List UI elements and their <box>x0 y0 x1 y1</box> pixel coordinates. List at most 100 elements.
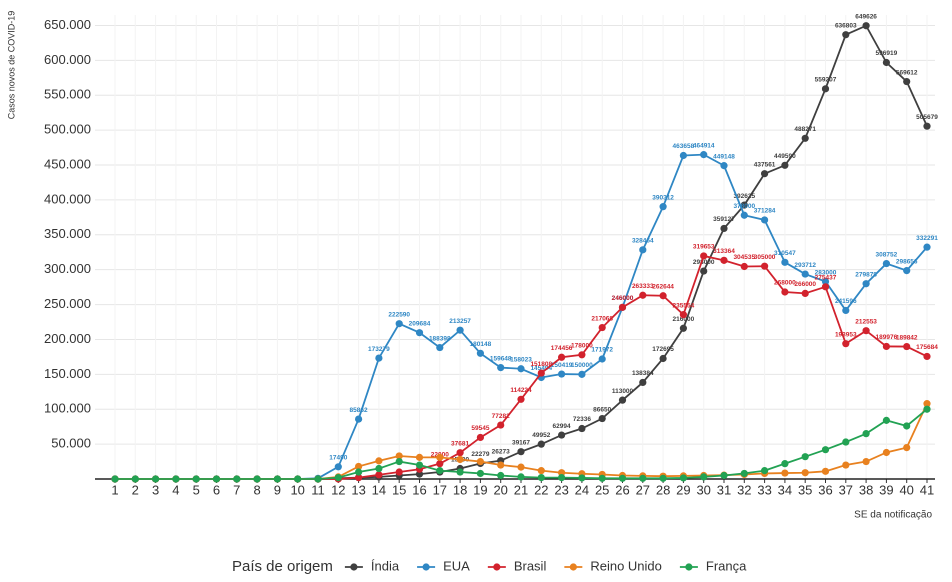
data-point <box>436 460 444 468</box>
data-label: 37681 <box>451 440 469 447</box>
data-point <box>700 267 708 275</box>
data-point <box>578 351 586 359</box>
data-point <box>821 446 830 454</box>
x-tick-label: 38 <box>859 482 873 497</box>
x-tick-label: 18 <box>453 482 467 497</box>
y-tick-label: 550.000 <box>44 87 91 102</box>
data-point <box>395 457 403 466</box>
data-label: 151808 <box>530 361 552 368</box>
data-point <box>639 378 647 387</box>
data-point <box>679 474 688 482</box>
data-point <box>923 405 931 413</box>
data-point <box>761 170 769 178</box>
data-point <box>598 323 606 332</box>
data-point <box>903 267 911 275</box>
data-label: 378000 <box>733 203 755 210</box>
data-label: 26273 <box>492 448 510 455</box>
data-point <box>740 201 748 209</box>
data-point <box>781 460 789 468</box>
data-point <box>903 77 911 86</box>
data-point <box>720 471 728 480</box>
legend-label: Reino Unido <box>590 558 662 573</box>
data-point <box>740 262 748 271</box>
data-point <box>821 283 830 291</box>
data-point <box>456 468 464 476</box>
y-axis-label: Casos novos de COVID-19 <box>6 11 16 120</box>
x-tick-label: 2 <box>132 482 139 497</box>
data-label: 212553 <box>855 318 877 325</box>
data-point <box>801 453 809 461</box>
y-tick-label: 50.000 <box>51 436 91 451</box>
data-label: 173279 <box>368 346 390 353</box>
data-point <box>842 461 850 469</box>
y-tick-label: 150.000 <box>44 366 91 381</box>
x-tick-label: 8 <box>253 482 260 497</box>
x-tick-label: 37 <box>839 482 853 497</box>
data-point <box>537 474 545 482</box>
data-point <box>781 288 789 296</box>
x-tick-label: 7 <box>233 482 240 497</box>
x-tick-label: 29 <box>676 482 690 497</box>
data-point <box>111 475 119 483</box>
data-point <box>131 475 139 483</box>
data-point <box>862 22 870 30</box>
x-tick-label: 33 <box>757 482 771 497</box>
data-point <box>862 457 870 466</box>
data-point <box>517 473 525 481</box>
data-point <box>700 473 708 481</box>
data-label: 283000 <box>815 269 837 276</box>
data-label: 189976 <box>876 334 898 341</box>
x-tick-label: 19 <box>473 482 487 497</box>
data-label: 449590 <box>774 153 796 160</box>
data-label: 569612 <box>896 69 918 76</box>
data-point <box>517 365 525 373</box>
x-tick-label: 32 <box>737 482 751 497</box>
data-label: 390312 <box>652 194 674 201</box>
data-label: 145494 <box>530 365 552 372</box>
legend-title: País de origem <box>232 558 333 575</box>
data-point <box>212 475 221 483</box>
data-label: 310547 <box>774 250 796 257</box>
data-label: 319653 <box>693 244 715 251</box>
x-tick-label: 24 <box>575 482 589 497</box>
data-point <box>821 467 830 475</box>
data-point <box>456 455 464 464</box>
data-label: 275437 <box>815 275 837 282</box>
x-tick-label: 39 <box>879 482 893 497</box>
data-point <box>781 161 789 169</box>
x-tick-label: 25 <box>595 482 609 497</box>
data-label: 246000 <box>612 295 634 302</box>
legend-marker <box>422 563 430 571</box>
data-label: 178000 <box>571 343 593 350</box>
data-point <box>720 256 728 264</box>
data-point <box>720 162 728 170</box>
data-point <box>192 475 200 483</box>
x-tick-label: 41 <box>920 482 934 497</box>
legend-marker <box>569 563 577 571</box>
data-point <box>659 354 667 363</box>
data-point <box>273 475 281 483</box>
x-tick-label: 22 <box>534 482 548 497</box>
data-point <box>537 467 545 475</box>
data-label: 85862 <box>350 407 368 414</box>
x-tick-label: 34 <box>778 482 792 497</box>
x-tick-label: 15 <box>392 482 406 497</box>
data-label: 39167 <box>512 439 530 446</box>
data-label: 174456 <box>551 345 573 352</box>
data-point <box>761 467 769 475</box>
y-tick-label: 250.000 <box>44 296 91 311</box>
data-label: 216000 <box>673 316 695 323</box>
data-label: 596919 <box>876 50 898 57</box>
data-point <box>334 474 342 482</box>
data-point <box>395 320 403 328</box>
data-point <box>355 415 363 423</box>
data-point <box>659 474 667 482</box>
data-point <box>253 475 261 483</box>
legend-marker <box>493 563 501 571</box>
data-label: 213257 <box>449 318 471 325</box>
data-point <box>558 431 566 439</box>
data-label: 488271 <box>794 126 816 133</box>
y-tick-label: 350.000 <box>44 226 91 241</box>
x-tick-label: 5 <box>193 482 200 497</box>
data-point <box>618 303 627 311</box>
